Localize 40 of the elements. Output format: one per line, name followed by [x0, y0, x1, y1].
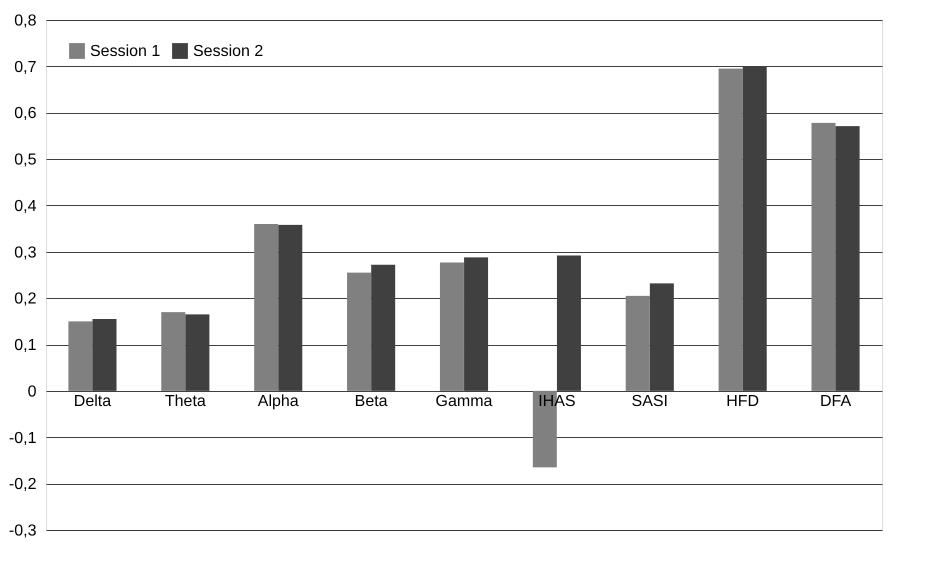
y-tick-label: 0,1 [14, 337, 37, 354]
x-tick-label: Gamma [436, 393, 493, 410]
y-tick-label: 0,6 [14, 105, 37, 122]
bar [92, 319, 117, 391]
x-tick-label: SASI [632, 393, 668, 410]
x-tick-label: IHAS [538, 393, 576, 410]
bar [371, 264, 396, 391]
y-tick-label: -0,2 [8, 476, 37, 494]
bar [278, 224, 302, 391]
y-tick-label: 0,2 [14, 290, 37, 308]
bar [254, 224, 278, 391]
x-tick-label: Theta [164, 393, 206, 410]
bar [68, 321, 92, 391]
bar [742, 66, 767, 391]
y-tick-label: 0,7 [14, 58, 37, 76]
x-tick-label: DFA [820, 393, 852, 410]
y-tick-label: 0 [28, 383, 37, 400]
legend-label: Session 1 [90, 43, 160, 60]
bar [347, 272, 372, 391]
bar [811, 122, 836, 391]
bar [161, 312, 186, 391]
bar [718, 68, 743, 391]
y-tick-label: 0,4 [14, 198, 37, 215]
bar [464, 257, 488, 391]
x-tick-label: HFD [726, 393, 760, 410]
y-tick-label: 0,3 [14, 244, 37, 262]
y-tick-label: -0,1 [8, 430, 37, 447]
y-tick-label: 0,5 [14, 152, 37, 169]
y-tick-label: -0,3 [8, 522, 37, 540]
bar [185, 314, 210, 391]
bar [650, 283, 674, 391]
bar [836, 126, 860, 391]
bar [626, 296, 650, 391]
x-tick-label: Alpha [258, 393, 299, 410]
legend-label: Session 2 [193, 43, 264, 60]
y-tick-label: 0,8 [14, 12, 37, 30]
x-tick-label: Beta [354, 393, 388, 410]
bar [556, 256, 581, 391]
x-tick-label: Delta [74, 393, 112, 410]
bar [440, 262, 464, 391]
